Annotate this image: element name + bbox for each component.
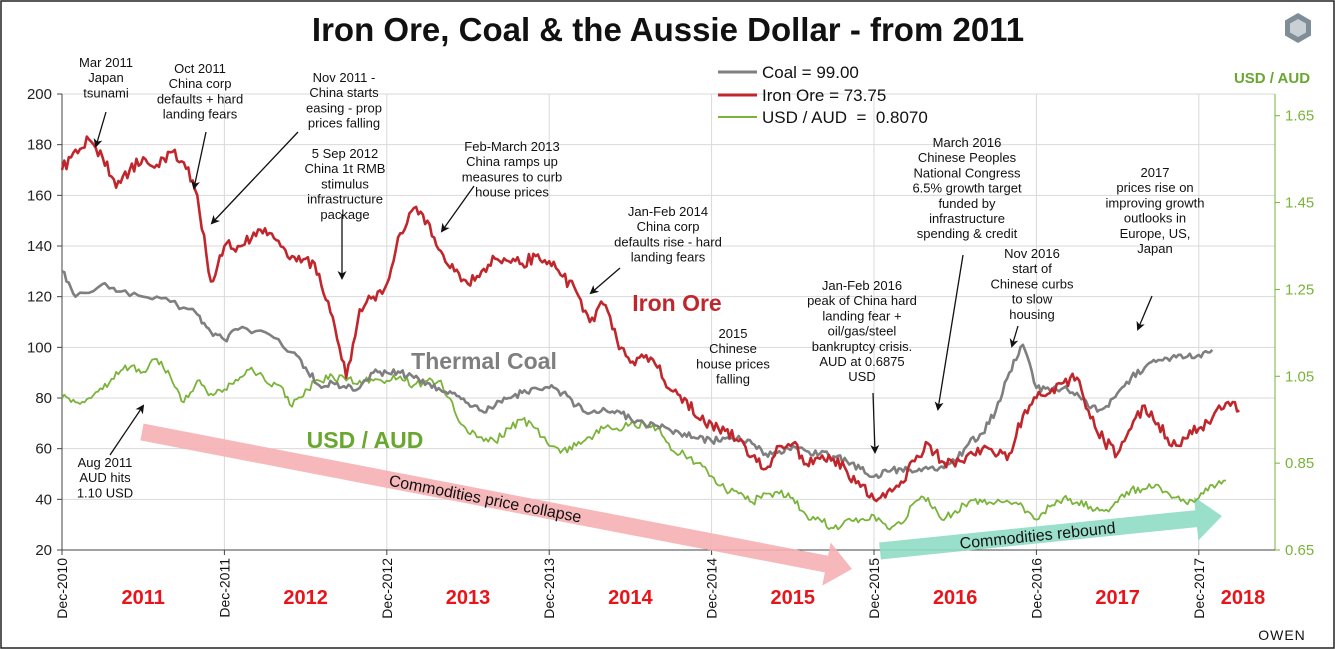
right-axis-title: USD / AUD xyxy=(1234,70,1310,87)
logo-icon xyxy=(1285,13,1311,43)
series-label-thermal-coal: Thermal Coal xyxy=(411,348,557,374)
right-tick-label: 1.65 xyxy=(1285,108,1314,125)
legend-iron-ore: Iron Ore = 73.75 xyxy=(762,86,886,105)
left-tick-label: 20 xyxy=(35,542,52,559)
annotation: March 2016 Chinese Peoples National Congre… xyxy=(912,135,1022,241)
legend-usd-aud: USD / AUD = 0.8070 xyxy=(762,108,928,127)
x-date-label: Dec-2016 xyxy=(1028,558,1044,619)
left-tick-label: 160 xyxy=(27,187,52,204)
right-tick-label: 0.85 xyxy=(1285,455,1314,472)
annotation: Aug 2011 AUD hits 1.10 USD xyxy=(77,455,133,500)
left-tick-label: 80 xyxy=(35,390,52,407)
annotation: Jan-Feb 2016 peak of China hard landing fe… xyxy=(807,278,917,384)
right-tick-label: 1.45 xyxy=(1285,195,1314,212)
credit-label: OWEN xyxy=(1258,627,1306,643)
annotation: Mar 2011 Japan tsunami xyxy=(79,55,133,100)
series-label-usd-aud: USD / AUD xyxy=(307,427,424,453)
x-date-label: Dec-2015 xyxy=(866,558,882,619)
right-tick-label: 1.05 xyxy=(1285,368,1314,385)
left-tick-label: 200 xyxy=(27,86,52,103)
annotation-arrow xyxy=(440,185,475,233)
annotation: Feb-March 2013 China ramps up measures to … xyxy=(462,139,562,200)
annotation-pointers xyxy=(93,111,1153,456)
x-date-label: Dec-2014 xyxy=(704,558,720,619)
x-date-label: Dec-2011 xyxy=(216,558,232,618)
year-label: 2011 xyxy=(122,587,165,609)
annotation-arrow xyxy=(1009,325,1019,348)
year-label: 2013 xyxy=(446,587,491,609)
right-tick-label: 1.25 xyxy=(1285,281,1314,298)
x-date-label: Dec-2012 xyxy=(379,558,395,619)
trend-arrow xyxy=(879,496,1222,560)
chart-title: Iron Ore, Coal & the Aussie Dollar - fro… xyxy=(312,11,1024,48)
year-label: 2018 xyxy=(1221,587,1266,609)
annotation-arrow xyxy=(210,131,299,225)
left-tick-label: 180 xyxy=(27,137,52,154)
annotation: Oct 2011 China corp defaults + hard landing… xyxy=(157,61,243,122)
series-line-iron-ore xyxy=(60,135,1240,503)
annotation-arrow xyxy=(1136,295,1153,331)
series-label-iron-ore: Iron Ore xyxy=(632,290,721,316)
annotation: Nov 2011 -China starts easing - prop price… xyxy=(306,70,382,131)
annotation: 5 Sep 2012 China 1t RMB stimulus infrastruc… xyxy=(305,146,386,222)
annotation-arrow xyxy=(191,131,207,190)
annotation: 2017 prices rise on improving growth outloo… xyxy=(1106,165,1205,256)
annotation-arrow xyxy=(934,254,964,411)
annotation-arrow xyxy=(870,392,880,454)
left-tick-label: 140 xyxy=(27,238,52,255)
year-label: 2016 xyxy=(933,587,978,609)
year-label: 2012 xyxy=(283,587,328,609)
right-tick-label: 0.65 xyxy=(1285,542,1314,559)
x-date-label: Dec-2017 xyxy=(1191,558,1207,619)
series-line-coal xyxy=(61,270,1214,479)
left-tick-label: 60 xyxy=(35,441,52,458)
gridlines xyxy=(62,93,1275,550)
trend-arrow xyxy=(140,423,852,586)
year-label: 2014 xyxy=(608,587,653,609)
annotation-arrow xyxy=(589,267,621,295)
annotation-arrow xyxy=(93,111,107,148)
left-tick-label: 100 xyxy=(27,339,52,356)
year-label: 2015 xyxy=(771,587,816,609)
x-date-label: Dec-2013 xyxy=(541,558,557,619)
annotation: Jan-Feb 2014 China corp defaults rise - ha… xyxy=(614,204,722,265)
annotations: Mar 2011 Japan tsunami Oct 2011 China corp de… xyxy=(77,55,1205,500)
annotation-arrow xyxy=(109,404,145,456)
annotation: 2015 Chinese house prices falling xyxy=(696,326,770,387)
legend: Coal = 99.00 Iron Ore = 73.75 USD / AUD … xyxy=(718,63,928,127)
series-lines xyxy=(60,135,1240,531)
x-date-label: Dec-2010 xyxy=(54,558,70,619)
axes: 20 40 60 80 100 120 140 160 180 200 0.65 0.85 1.05 1.… xyxy=(27,86,1314,619)
legend-coal: Coal = 99.00 xyxy=(762,63,859,82)
annotation: Nov 2016 start of Chinese curbs to slow hous… xyxy=(990,246,1074,322)
left-tick-label: 40 xyxy=(35,491,52,508)
left-tick-label: 120 xyxy=(27,289,52,306)
year-label: 2017 xyxy=(1095,587,1140,609)
